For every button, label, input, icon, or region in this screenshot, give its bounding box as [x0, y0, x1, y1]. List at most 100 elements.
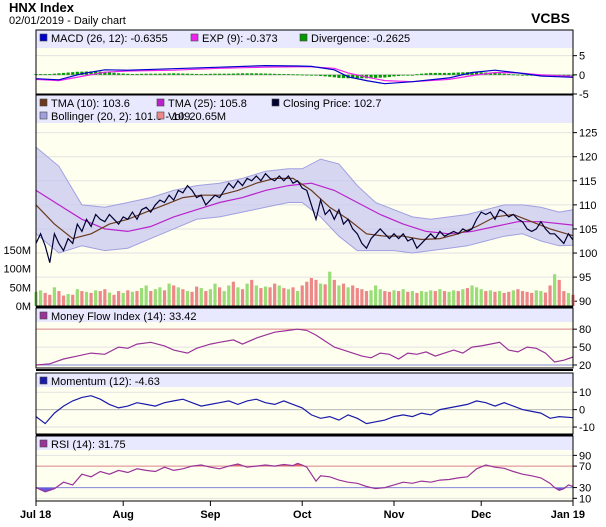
volume-bar-54 — [282, 288, 286, 306]
volume-bar-94 — [465, 288, 470, 306]
panel-border-2 — [35, 307, 574, 369]
divergence-bar-97 — [479, 72, 483, 75]
divergence-bar-9 — [75, 71, 79, 75]
legend-swatch-1-0-1 — [156, 98, 165, 107]
volume-bar-46 — [245, 283, 249, 306]
volume-bar-82 — [410, 291, 414, 306]
volume-bar-13 — [94, 290, 98, 306]
volume-bar-78 — [392, 290, 396, 306]
divergence-bar-48 — [254, 73, 258, 75]
legend-swatch-1-0-0 — [39, 98, 48, 107]
volume-bar-110 — [539, 291, 543, 306]
y-tick-label-1-2: 115 — [579, 176, 597, 188]
divergence-bar-77 — [387, 74, 392, 77]
divergence-bar-62 — [318, 74, 323, 76]
divergence-bar-84 — [419, 73, 424, 75]
y-tick-label-1-5: 100 — [579, 248, 597, 260]
rsi-overbought-fill — [298, 463, 301, 467]
volume-bar-97 — [479, 289, 483, 306]
divergence-bar-13 — [94, 71, 98, 75]
legend-swatch-0-0-1 — [190, 33, 199, 42]
divergence-bar-80 — [401, 74, 405, 76]
divergence-bar-75 — [378, 74, 382, 78]
divergence-bar-54 — [282, 74, 286, 75]
y-tick-label-1-6: 95 — [579, 272, 591, 284]
volume-bar-53 — [277, 285, 281, 306]
volume-bar-24 — [144, 285, 148, 306]
divergence-bar-39 — [213, 73, 217, 75]
divergence-bar-22 — [135, 73, 139, 75]
rsi-oversold-fill — [45, 487, 47, 492]
volume-bar-64 — [328, 271, 332, 306]
volume-bar-4 — [52, 287, 56, 306]
rsi-overbought-fill — [237, 463, 240, 467]
volume-bar-1 — [38, 290, 43, 306]
divergence-bar-31 — [176, 73, 180, 75]
rsi-overbought-fill — [282, 464, 285, 467]
rsi-overbought-fill — [235, 464, 238, 467]
divergence-bar-2 — [43, 74, 47, 75]
divergence-bar-42 — [227, 73, 231, 75]
volume-bar-12 — [89, 292, 93, 306]
divergence-bar-28 — [162, 73, 167, 75]
divergence-bar-18 — [117, 73, 121, 75]
y-tick-label-2-0: 80 — [579, 324, 591, 336]
legend-label-1-1-0: Bollinger (20, 2): 101.6 - 109 — [51, 111, 190, 123]
volume-bar-71 — [360, 289, 364, 306]
macd-line — [35, 64, 574, 85]
brand-label: VCBS — [531, 10, 570, 26]
rsi-overbought-fill — [296, 463, 298, 467]
rsi-oversold-fill — [558, 487, 560, 490]
divergence-bar-25 — [149, 73, 153, 75]
volume-bar-114 — [557, 279, 561, 306]
divergence-bar-17 — [112, 72, 116, 75]
y-tick-label-2-1: 50 — [579, 342, 591, 354]
volume-bar-48 — [254, 285, 258, 306]
momentum-line — [35, 395, 574, 425]
rsi-oversold-fill — [556, 487, 559, 489]
volume-bar-89 — [442, 291, 447, 306]
tma10-line — [35, 177, 574, 241]
divergence-bar-53 — [277, 73, 281, 75]
legend-label-1-0-0: TMA (10): 103.6 — [51, 98, 130, 110]
volume-bar-113 — [553, 274, 557, 306]
divergence-bar-51 — [268, 73, 272, 75]
y-tick-label-4-1: 70 — [579, 461, 591, 473]
divergence-bar-34 — [190, 73, 194, 75]
volume-bar-43 — [231, 281, 235, 306]
divergence-bar-79 — [396, 74, 401, 76]
volume-bar-81 — [406, 291, 410, 306]
volume-bar-18 — [117, 291, 121, 306]
volume-bar-31 — [176, 287, 180, 306]
divergence-bar-69 — [351, 74, 355, 79]
divergence-bar-21 — [130, 74, 134, 75]
divergence-bar-29 — [167, 73, 171, 75]
volume-bar-65 — [332, 279, 336, 306]
divergence-bar-52 — [273, 73, 277, 75]
volume-bar-27 — [158, 287, 162, 306]
y-tick-label-2-2: 20 — [579, 360, 591, 372]
legend-swatch-1-1-0 — [39, 111, 48, 120]
divergence-bar-89 — [442, 72, 447, 75]
divergence-bar-49 — [259, 73, 263, 75]
y-tick-label-4-2: 30 — [579, 483, 591, 495]
rsi-oversold-fill — [47, 487, 49, 492]
divergence-bar-90 — [447, 72, 451, 75]
divergence-bar-70 — [355, 74, 359, 79]
volume-bar-10 — [80, 291, 84, 306]
chart-title: HNX Index — [9, 0, 75, 15]
volume-bar-44 — [236, 287, 240, 306]
volume-bar-6 — [61, 295, 66, 306]
volume-tick-label-0: 150M — [3, 245, 31, 257]
volume-bar-69 — [351, 285, 355, 306]
divergence-bar-104 — [511, 74, 515, 76]
legend-label-1-0-1: TMA (25): 105.8 — [168, 98, 247, 110]
divergence-bar-32 — [181, 73, 185, 75]
volume-bar-30 — [172, 285, 176, 306]
divergence-bar-1 — [38, 74, 43, 75]
volume-bar-25 — [149, 291, 153, 306]
legend-bg-4 — [36, 436, 573, 450]
volume-bar-7 — [66, 294, 70, 306]
volume-bar-77 — [387, 291, 392, 306]
